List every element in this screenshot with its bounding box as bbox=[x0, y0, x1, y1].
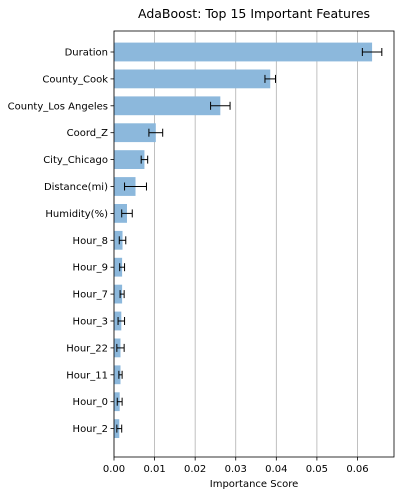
category-label: Hour_22 bbox=[66, 343, 108, 354]
category-label: County_Cook bbox=[42, 74, 108, 85]
x-tick-label: 0.00 bbox=[103, 464, 125, 475]
category-label: Hour_2 bbox=[73, 424, 108, 435]
x-tick-label: 0.06 bbox=[346, 464, 368, 475]
bar bbox=[114, 42, 373, 62]
chart-title: AdaBoost: Top 15 Important Features bbox=[138, 6, 370, 21]
category-label: Hour_11 bbox=[66, 370, 108, 381]
bar bbox=[114, 257, 123, 277]
x-tick-label: 0.03 bbox=[225, 464, 247, 475]
category-label: Hour_8 bbox=[73, 236, 108, 247]
category-labels: Duration County_Cook County_Los Angeles Coo… bbox=[8, 48, 114, 435]
category-label: Hour_3 bbox=[73, 317, 108, 328]
bar bbox=[114, 96, 221, 116]
bar bbox=[114, 204, 127, 223]
grid-lines bbox=[113, 31, 358, 457]
error-bars bbox=[116, 48, 383, 433]
bar bbox=[114, 69, 271, 89]
x-tick-label: 0.04 bbox=[265, 464, 287, 475]
category-label: Humidity(%) bbox=[45, 209, 108, 220]
category-label: City_Chicago bbox=[43, 155, 108, 166]
x-tick-label: 0.01 bbox=[143, 464, 165, 475]
bar bbox=[114, 365, 121, 385]
bar bbox=[114, 123, 156, 143]
bar bbox=[114, 230, 123, 250]
bar bbox=[114, 150, 145, 169]
category-label: Hour_7 bbox=[73, 290, 108, 301]
x-axis-label: Importance Score bbox=[210, 479, 299, 490]
x-axis-ticks: 0.00 0.01 0.02 0.03 0.04 0.05 0.06 bbox=[103, 457, 369, 475]
bars bbox=[114, 42, 373, 438]
x-tick-label: 0.05 bbox=[306, 464, 328, 475]
category-label: Hour_9 bbox=[73, 263, 108, 274]
category-label: County_Los Angeles bbox=[8, 101, 108, 112]
category-label: Coord_Z bbox=[67, 128, 109, 139]
bar bbox=[114, 284, 123, 304]
category-label: Distance(mi) bbox=[44, 182, 108, 193]
category-label: Duration bbox=[65, 48, 108, 59]
plot-frame bbox=[113, 30, 395, 458]
category-label: Hour_0 bbox=[73, 397, 108, 408]
x-tick-label: 0.02 bbox=[184, 464, 206, 475]
